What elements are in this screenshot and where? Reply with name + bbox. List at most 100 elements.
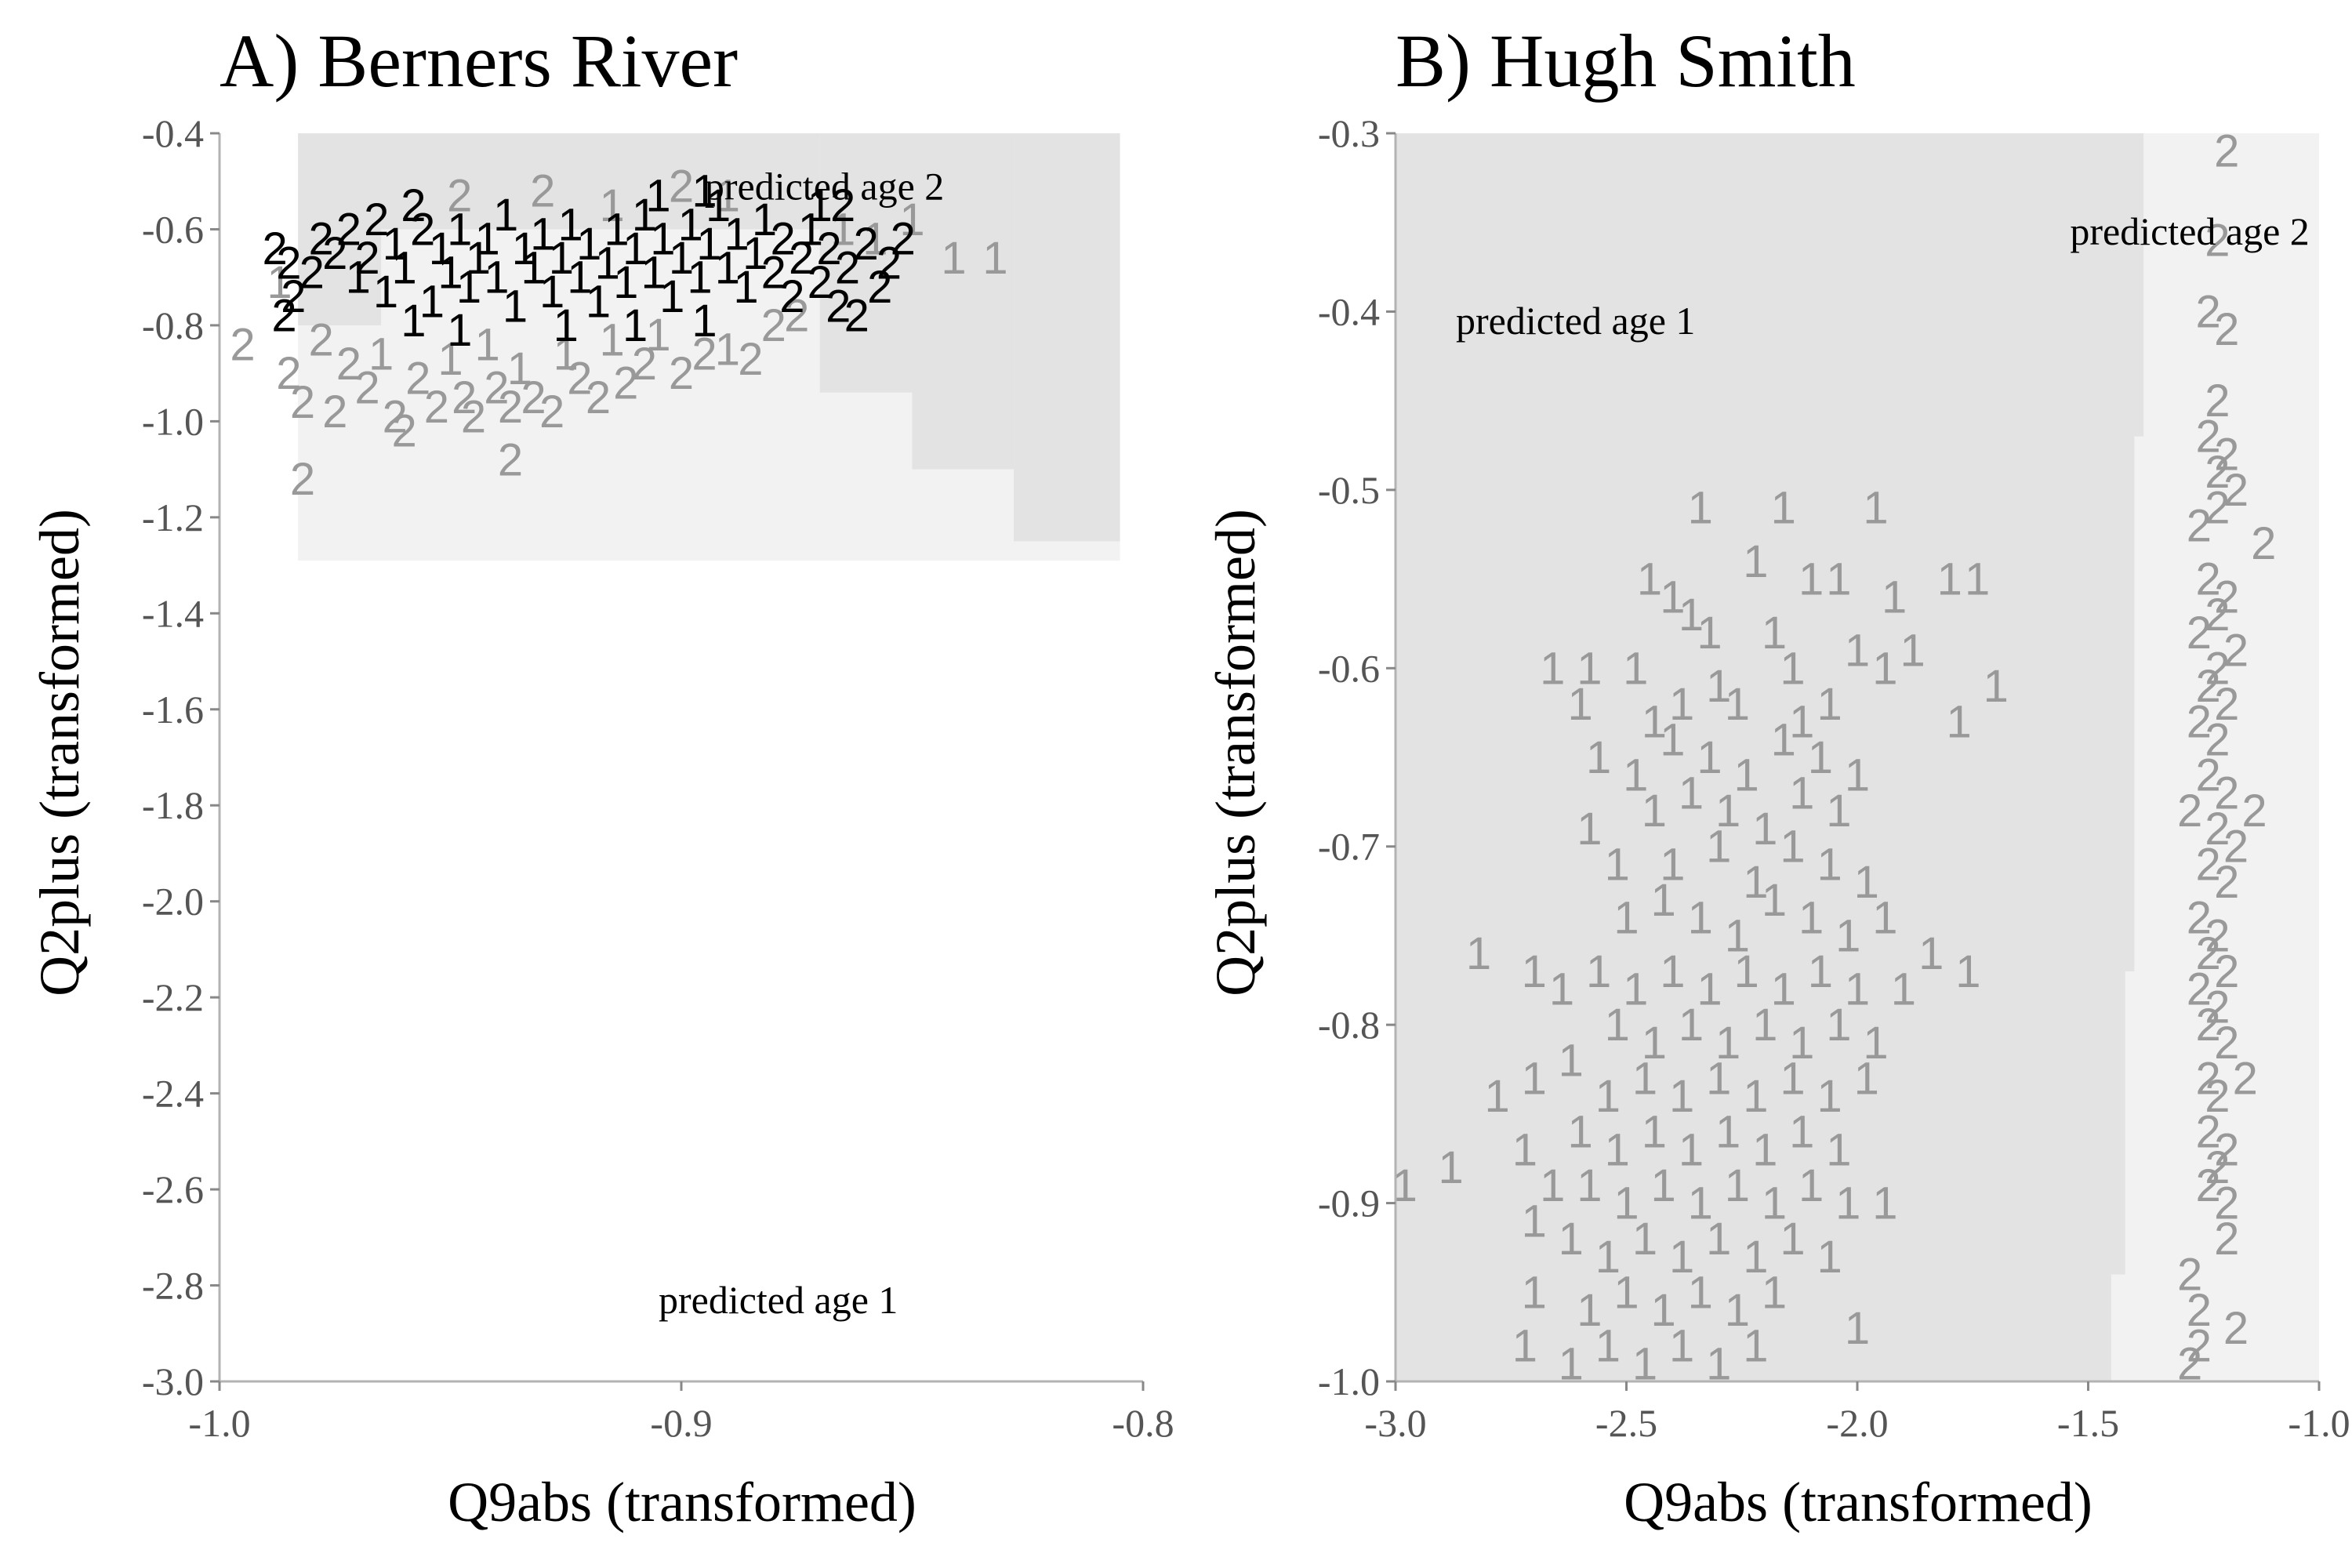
data-point: 1 [1798,554,1824,605]
data-point: 1 [1512,1124,1537,1175]
data-point: 2 [2196,750,2221,801]
data-point: 2 [2214,1178,2239,1229]
data-point: 1 [1613,1178,1639,1229]
data-point: 1 [1577,1160,1602,1211]
x-tick-label: -2.5 [1595,1401,1657,1445]
data-point: 1 [1826,1000,1851,1051]
data-point: 1 [1632,1053,1657,1104]
classification-region [1396,133,2144,437]
data-point: 1 [645,310,670,361]
panel-a-y-ticks: -0.4 -0.6 -0.8 -1.0 -1.2 -1.4 -1.6 -1.8 -2.0 -2.2… [142,111,220,1403]
data-point: 1 [1706,1053,1731,1104]
data-point: 1 [373,267,398,318]
region-label: predicted age 2 [2070,209,2309,253]
panel-b-x-axis-title: Q9abs (transformed) [1624,1471,2092,1534]
panel-berners-river: A) Berners River 21222222122221221221221… [28,19,1174,1534]
data-point: 1 [1863,483,1888,534]
classification-region [1396,436,2135,971]
region-label: predicted age 1 [659,1278,898,1322]
classification-region [912,133,1014,470]
data-point: 2 [2205,1071,2230,1122]
data-point: 2 [669,161,694,212]
data-point: 2 [2214,126,2239,177]
data-point: 1 [1595,1321,1621,1372]
data-point: 1 [1780,822,1805,873]
data-point: 1 [1697,732,1722,783]
data-point: 1 [1762,1178,1787,1229]
data-point: 2 [336,204,361,255]
data-point: 1 [1965,554,1990,605]
data-point: 1 [1789,768,1814,818]
data-point: 1 [267,257,292,308]
data-point: 1 [1725,1285,1750,1336]
data-point: 2 [281,271,306,322]
data-point: 1 [715,171,740,222]
data-point: 1 [1725,679,1750,730]
data-point: 2 [789,233,814,284]
data-point: 1 [941,233,966,284]
data-point: 1 [1817,679,1842,730]
data-point: 1 [1679,1000,1704,1051]
data-point: 1 [1752,1000,1777,1051]
data-point: 1 [1845,1303,1870,1354]
data-point: 2 [844,291,869,342]
y-tick-label: -0.6 [142,207,204,251]
y-tick-label: -1.8 [142,783,204,827]
data-point: 2 [2205,1142,2230,1193]
data-point: 2 [461,391,486,442]
data-point: 1 [1725,910,1750,961]
data-point: 1 [1697,964,1722,1015]
data-point: 1 [808,180,833,231]
data-point: 2 [498,382,523,433]
data-point: 1 [595,238,620,289]
data-point: 1 [1826,786,1851,837]
data-point: 2 [2187,1321,2212,1372]
data-point: 1 [1734,750,1759,801]
data-point: 1 [1632,1214,1657,1265]
data-point: 1 [576,219,601,270]
data-point: 1 [1845,626,1870,677]
data-point: 1 [1595,1232,1621,1283]
data-point: 1 [1752,1124,1777,1175]
data-point: 1 [493,190,518,241]
y-tick-label: -0.7 [1318,825,1380,869]
data-point: 2 [539,387,564,437]
data-point: 1 [1835,910,1860,961]
y-tick-label: -2.6 [142,1167,204,1211]
data-point: 2 [2196,1000,2221,1051]
data-point: 2 [308,214,333,265]
data-point: 1 [604,204,629,255]
data-point: 2 [2196,1053,2221,1104]
data-point: 1 [696,219,721,270]
data-point: 1 [1623,964,1648,1015]
data-point: 1 [1808,946,1833,997]
x-tick-label: -0.9 [650,1401,712,1445]
panel-a-annotations: predicted age 2 predicted age 1 [659,164,944,1322]
data-point: 2 [447,171,472,222]
data-point: 1 [1762,875,1787,926]
data-point: 2 [322,228,347,279]
data-point: 1 [1771,964,1796,1015]
data-point: 1 [622,223,648,274]
data-point: 2 [424,382,449,433]
y-tick-label: -3.0 [142,1359,204,1403]
y-tick-label: -1.0 [1318,1359,1380,1403]
data-point: 1 [503,281,528,332]
data-point: 1 [1984,661,2009,712]
data-point: 1 [1715,786,1740,837]
data-point: 1 [1854,1053,1879,1104]
data-point: 1 [1946,697,1971,748]
data-point: 2 [2205,215,2230,266]
data-point: 2 [816,223,841,274]
data-point: 1 [1679,768,1704,818]
data-point: 1 [1466,928,1491,979]
data-point: 1 [1789,1018,1814,1069]
data-point: 1 [1660,572,1685,622]
data-point: 1 [1937,554,1962,605]
data-point: 1 [1882,572,1907,622]
data-point: 1 [1706,1214,1731,1265]
data-point: 1 [368,329,394,380]
data-point: 1 [1798,893,1824,944]
data-point: 1 [1697,608,1722,659]
